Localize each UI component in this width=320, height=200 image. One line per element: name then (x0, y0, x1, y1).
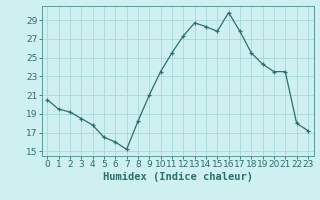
X-axis label: Humidex (Indice chaleur): Humidex (Indice chaleur) (103, 172, 252, 182)
